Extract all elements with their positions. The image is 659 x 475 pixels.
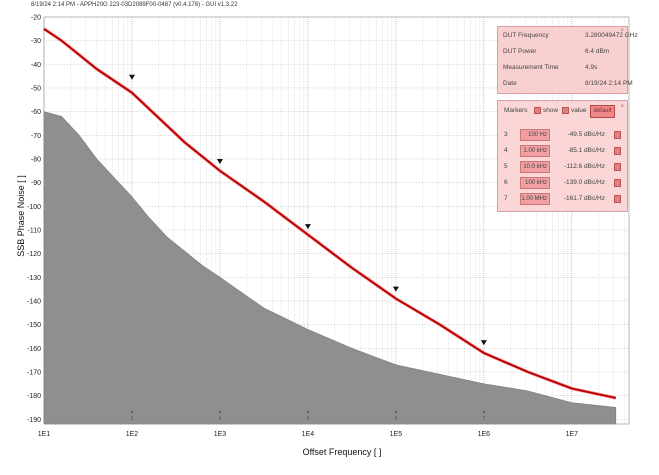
- marker-value: -161.7 dBc/Hz: [563, 195, 605, 202]
- marker-number: 3: [504, 131, 508, 138]
- default-button[interactable]: default: [590, 105, 615, 118]
- marker-value: -49.5 dBc/Hz: [567, 131, 605, 138]
- date-value: 8/19/24 2:14 PM: [585, 80, 633, 87]
- delete-marker-icon[interactable]: [614, 179, 621, 187]
- dut-frequency-value: 3.280049472 GHz: [585, 32, 638, 39]
- y-tick-label: -70: [31, 133, 41, 140]
- dut-power-value: 6.4 dBm: [585, 48, 610, 55]
- marker-triangle: [304, 224, 311, 230]
- y-tick-label: -20: [31, 15, 41, 22]
- y-tick-label: -40: [31, 62, 41, 69]
- measurement-time-value: 4.9s: [585, 64, 598, 71]
- x-tick-label: 1E4: [302, 431, 315, 438]
- marker-axis-label: 7: [482, 416, 485, 422]
- marker-triangle: [216, 159, 223, 165]
- marker-frequency-input[interactable]: 100 kHz: [520, 177, 550, 189]
- markers-panel: Markers show value default × 3 100 Hz -4…: [497, 100, 628, 212]
- marker-frequency-input[interactable]: 1.00 kHz: [520, 145, 550, 157]
- marker-row: 3 100 Hz -49.5 dBc/Hz: [498, 129, 627, 141]
- x-tick-label: 1E2: [126, 431, 139, 438]
- marker-value: -85.1 dBc/Hz: [567, 147, 605, 154]
- x-axis-ticks: 1E1 1E2 1E3 1E4 1E5 1E6 1E7: [38, 431, 578, 438]
- marker-frequency-input[interactable]: 1.00 MHz: [520, 193, 550, 205]
- marker-axis-tick: [482, 411, 486, 414]
- delete-marker-icon[interactable]: [614, 131, 621, 139]
- marker-axis-label: 4: [218, 416, 221, 422]
- dut-frequency-label: DUT Frequency: [503, 32, 549, 39]
- value-checkbox[interactable]: [562, 107, 569, 114]
- phase-noise-trace: [43, 27, 617, 400]
- marker-axis-tick: [394, 411, 398, 414]
- y-tick-label: -50: [31, 85, 41, 92]
- marker-frequency-input[interactable]: 100 Hz: [520, 129, 550, 141]
- delete-marker-icon[interactable]: [614, 195, 621, 203]
- show-toggle[interactable]: show: [534, 107, 558, 114]
- show-label: show: [543, 107, 559, 115]
- dut-power-label: DUT Power: [503, 48, 537, 55]
- x-tick-label: 1E6: [478, 431, 491, 438]
- close-icon[interactable]: ×: [620, 28, 624, 34]
- y-tick-label: -180: [27, 393, 41, 400]
- marker-axis-tick: [218, 411, 222, 414]
- x-axis-title: Offset Frequency [ ]: [303, 447, 382, 457]
- close-icon[interactable]: ×: [620, 104, 624, 110]
- marker-row: 6 100 kHz -139.0 dBc/Hz: [498, 177, 627, 189]
- marker-row: 7 1.00 MHz -161.7 dBc/Hz: [498, 193, 627, 205]
- marker-number: 4: [504, 147, 508, 154]
- markers-title: Markers: [504, 107, 528, 114]
- window-title: 8/19/24 2:14 PM - APPH20G 223-03D2089F00…: [31, 2, 238, 8]
- y-tick-label: -80: [31, 156, 41, 163]
- value-toggle[interactable]: value: [562, 107, 587, 114]
- y-tick-label: -130: [27, 275, 41, 282]
- phase-noise-trace-line: [43, 28, 616, 399]
- marker-triangle: [392, 286, 399, 292]
- marker-value: -112.6 dBc/Hz: [564, 163, 605, 170]
- marker-value: -139.0 dBc/Hz: [563, 179, 605, 186]
- measurement-info-panel: × DUT Frequency 3.280049472 GHz DUT Powe…: [497, 26, 638, 94]
- y-tick-label: -30: [31, 38, 41, 45]
- marker-axis-tick: [306, 411, 310, 414]
- value-label: value: [571, 107, 587, 115]
- marker-number: 7: [504, 195, 508, 202]
- marker-axis-label: 6: [394, 416, 397, 422]
- y-tick-label: -110: [28, 227, 42, 234]
- x-tick-label: 1E7: [566, 431, 579, 438]
- marker-row: 4 1.00 kHz -85.1 dBc/Hz: [498, 145, 627, 157]
- y-tick-label: -120: [27, 251, 41, 258]
- markers-layer: 3 4 5 6 7: [128, 74, 487, 422]
- marker-triangle: [480, 340, 487, 346]
- marker-number: 5: [504, 163, 508, 170]
- y-tick-label: -100: [27, 204, 41, 211]
- y-tick-label: -160: [27, 346, 41, 353]
- marker-axis-tick: [130, 411, 134, 414]
- show-checkbox[interactable]: [534, 107, 541, 114]
- delete-marker-icon[interactable]: [614, 163, 621, 171]
- y-tick-label: -150: [27, 322, 41, 329]
- marker-triangle: [128, 74, 135, 80]
- delete-marker-icon[interactable]: [614, 147, 621, 155]
- marker-number: 6: [504, 179, 508, 186]
- y-axis-title: SSB Phase Noise [ ]: [16, 175, 26, 257]
- y-tick-label: -90: [31, 180, 41, 187]
- date-label: Date: [503, 80, 517, 87]
- reference-noise-floor: [43, 111, 617, 425]
- y-tick-label: -190: [27, 417, 41, 424]
- reference-area: [43, 111, 617, 425]
- marker-axis-label: 5: [306, 416, 309, 422]
- marker-row: 5 10.0 kHz -112.6 dBc/Hz: [498, 161, 627, 173]
- x-tick-label: 1E5: [390, 431, 403, 438]
- y-axis-ticks: -20 -30 -40 -50 -60 -70 -80 -90 -100 -110 -120 -130…: [27, 15, 41, 424]
- x-tick-label: 1E1: [38, 431, 51, 438]
- y-tick-label: -60: [31, 109, 41, 116]
- x-tick-label: 1E3: [214, 431, 227, 438]
- y-tick-label: -140: [27, 298, 41, 305]
- y-tick-label: -170: [27, 369, 41, 376]
- measurement-time-label: Measurement Time: [503, 64, 559, 71]
- marker-axis-label: 3: [130, 416, 133, 422]
- marker-frequency-input[interactable]: 10.0 kHz: [520, 161, 550, 173]
